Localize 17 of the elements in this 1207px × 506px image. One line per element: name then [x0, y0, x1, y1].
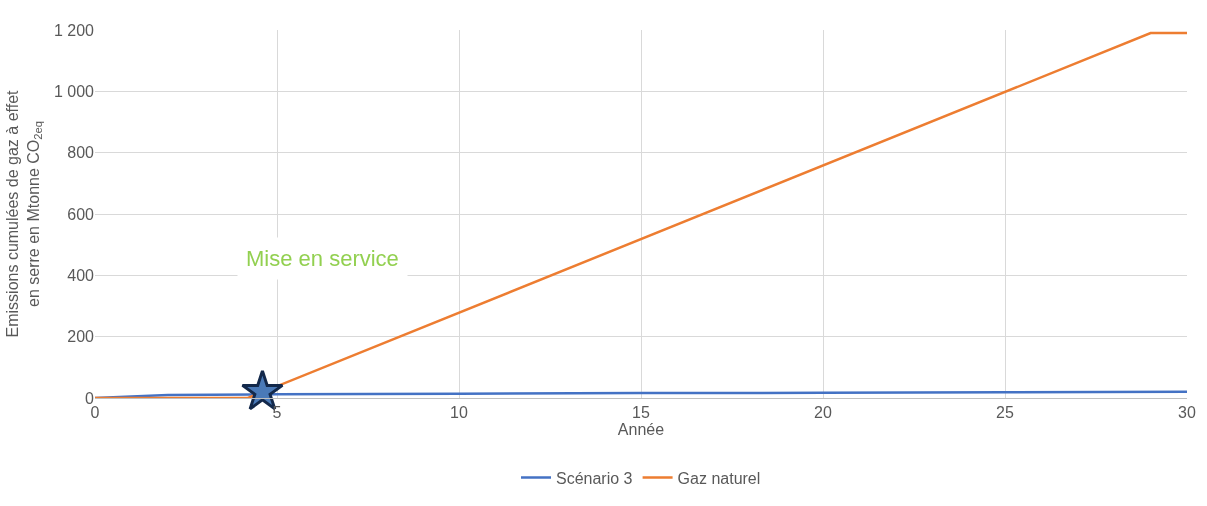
annotation: Mise en service [246, 246, 399, 271]
x-tick-label: 10 [450, 404, 468, 422]
y-tick-label: 1 200 [53, 21, 95, 39]
y-tick-label: 600 [67, 205, 95, 223]
x-tick-label: 20 [814, 404, 832, 422]
y-tick-label: 800 [67, 144, 95, 162]
y-tick-label: 200 [67, 328, 95, 346]
legend-label: Gaz naturel [677, 469, 761, 487]
x-tick-label: 15 [632, 404, 650, 422]
x-tick-label: 25 [996, 404, 1014, 422]
y-tick-label: 0 [85, 389, 95, 407]
x-tick-label: 5 [272, 404, 282, 422]
y-tick-label: 400 [67, 266, 95, 284]
x-axis-title: Année [617, 421, 665, 439]
y-tick-label: 1 000 [53, 82, 95, 100]
x-tick-label: 30 [1178, 404, 1196, 422]
legend-label: Scénario 3 [556, 469, 633, 487]
